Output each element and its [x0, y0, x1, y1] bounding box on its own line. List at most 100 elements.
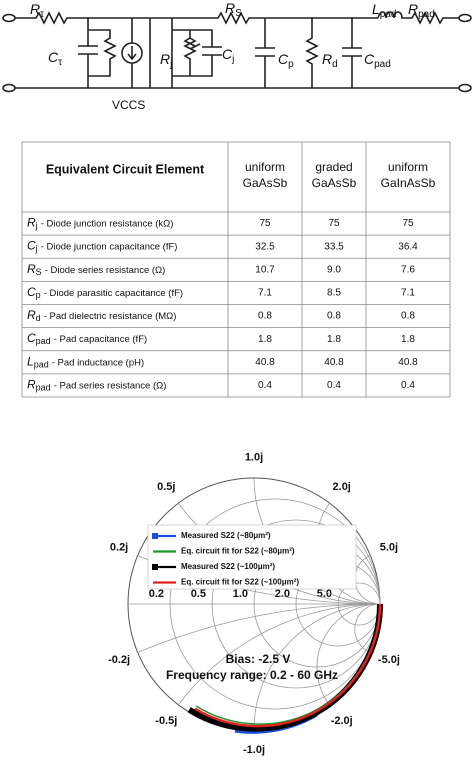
- description: - Diode series resistance (Ω): [45, 264, 166, 275]
- cell-value: 32.5: [255, 241, 275, 252]
- legend-label: Measured S22 (~80μm²): [181, 531, 271, 540]
- symbol-sub: d: [36, 313, 41, 323]
- legend-label: Eq. circuit fit for S22 (~80μm²): [181, 547, 295, 556]
- header-column: GaInAsSb: [381, 176, 436, 190]
- x-tick-label: -0.5j: [155, 715, 177, 727]
- element-label: Rd: [322, 51, 338, 70]
- description: - Pad dielectric resistance (MΩ): [44, 311, 177, 322]
- reactance-arc: [137, 603, 381, 653]
- label-main: R: [408, 1, 418, 17]
- label-sub: S: [235, 8, 242, 19]
- label-sub: d: [332, 59, 338, 70]
- capacitor: [78, 18, 98, 88]
- symbol: C: [27, 285, 36, 299]
- annotation: Frequency range: 0.2 - 60 GHz: [166, 668, 338, 682]
- row-label: Lpad - Pad inductance (pH): [27, 354, 144, 369]
- element-label: Cpad: [364, 51, 391, 70]
- cell-value: 7.6: [401, 264, 415, 275]
- description: - Pad inductance (pH): [52, 357, 144, 368]
- label-sub: pad: [380, 9, 397, 20]
- label-main: R: [160, 51, 170, 67]
- legend: Measured S22 (~80μm²) Eq. circuit fit for…: [147, 524, 357, 590]
- header-column: GaAsSb: [243, 176, 288, 190]
- element-label: Cτ: [48, 49, 62, 68]
- cell-value: 8.5: [327, 288, 341, 299]
- wire: [150, 11, 459, 25]
- junction-elements: [171, 18, 222, 88]
- header-column: GaAsSb: [312, 176, 357, 190]
- description: - Pad capacitance (fF): [54, 334, 147, 345]
- element-label: RS: [225, 0, 242, 19]
- row-label: Cj - Diode junction capacitance (fF): [27, 239, 177, 254]
- symbol-sub: j: [35, 221, 38, 231]
- label-main: C: [48, 49, 59, 65]
- label-sub: pad: [374, 59, 391, 70]
- cell-value: 0.4: [327, 380, 341, 391]
- legend-box: [147, 524, 357, 590]
- label-main: L: [372, 1, 380, 17]
- current-arrow: [127, 18, 137, 88]
- parameter-table: Equivalent Circuit Element uniform GaAsSb g…: [21, 141, 451, 398]
- row-label: Cpad - Pad capacitance (fF): [27, 331, 147, 346]
- capacitor: [255, 18, 275, 88]
- reactance-arc: [354, 603, 381, 653]
- resistor: [88, 29, 117, 77]
- x-tick-label: -1.0j: [243, 744, 265, 756]
- label-main: C: [364, 51, 375, 67]
- symbol: R: [27, 308, 36, 322]
- cell-value: 75: [328, 218, 340, 229]
- row-label: Cp - Diode parasitic capacitance (fF): [27, 285, 183, 300]
- cell-value: 7.1: [258, 288, 272, 299]
- x-tick-label: -2.0j: [331, 715, 353, 727]
- symbol-sub: pad: [36, 337, 51, 347]
- row-label: RS - Diode series resistance (Ω): [27, 262, 165, 277]
- wire: [15, 11, 459, 89]
- label-sub: pad: [418, 9, 435, 20]
- cell-value: 0.4: [258, 380, 272, 391]
- symbol-sub: j: [35, 244, 38, 254]
- cell-value: 0.8: [401, 311, 415, 322]
- description: - Diode parasitic capacitance (fF): [44, 287, 183, 298]
- cell-value: 33.5: [324, 241, 344, 252]
- cell-value: 75: [402, 218, 414, 229]
- element-label: Rτ: [30, 1, 44, 20]
- resistor: [305, 18, 319, 88]
- description: - Pad series resistance (Ω): [54, 380, 167, 391]
- cell-value: 40.8: [255, 357, 275, 368]
- label-main: R: [322, 51, 332, 67]
- cell-value: 0.4: [401, 380, 415, 391]
- label-sub: τ: [58, 57, 62, 68]
- symbol-sub: p: [36, 290, 41, 300]
- legend-label: Measured S22 (~100μm²): [181, 562, 275, 571]
- capacitor: [342, 18, 362, 88]
- annotation: Bias: -2.5 V: [226, 652, 291, 666]
- label-main: C: [222, 46, 233, 62]
- x-tick-label: 2.0j: [333, 481, 351, 493]
- r-tick-label: 2.0: [275, 588, 290, 600]
- symbol-sub: pad: [34, 360, 49, 370]
- header-element: Equivalent Circuit Element: [46, 162, 205, 176]
- r-tick-label: 1.0: [233, 588, 248, 600]
- r-tick-label: 0.5: [191, 588, 206, 600]
- x-tick-label: 0.5j: [157, 481, 175, 493]
- symbol: L: [27, 354, 34, 368]
- reactance-arc: [178, 603, 381, 706]
- cell-value: 7.1: [401, 288, 415, 299]
- cell-value: 75: [259, 218, 271, 229]
- x-tick-label: 0.2j: [110, 542, 128, 554]
- reactance-arc: [253, 603, 381, 731]
- cell-value: 1.8: [258, 334, 272, 345]
- cell-value: 36.4: [398, 241, 418, 252]
- r-tick-label: 0.2: [149, 588, 164, 600]
- smith-chart: 0.2 0.5 1.0 2.0 5.00.2j0.5j1.0j2.0j5.0j-0.2j…: [108, 452, 400, 756]
- label-sub: p: [288, 59, 294, 70]
- legend-label: Eq. circuit fit for S22 (~100μm²): [181, 578, 299, 587]
- label-main: C: [278, 51, 289, 67]
- x-tick-label: 5.0j: [380, 542, 398, 554]
- row-label: Rd - Pad dielectric resistance (MΩ): [27, 308, 176, 323]
- cell-value: 9.0: [327, 264, 341, 275]
- description: - Diode junction resistance (kΩ): [41, 218, 174, 229]
